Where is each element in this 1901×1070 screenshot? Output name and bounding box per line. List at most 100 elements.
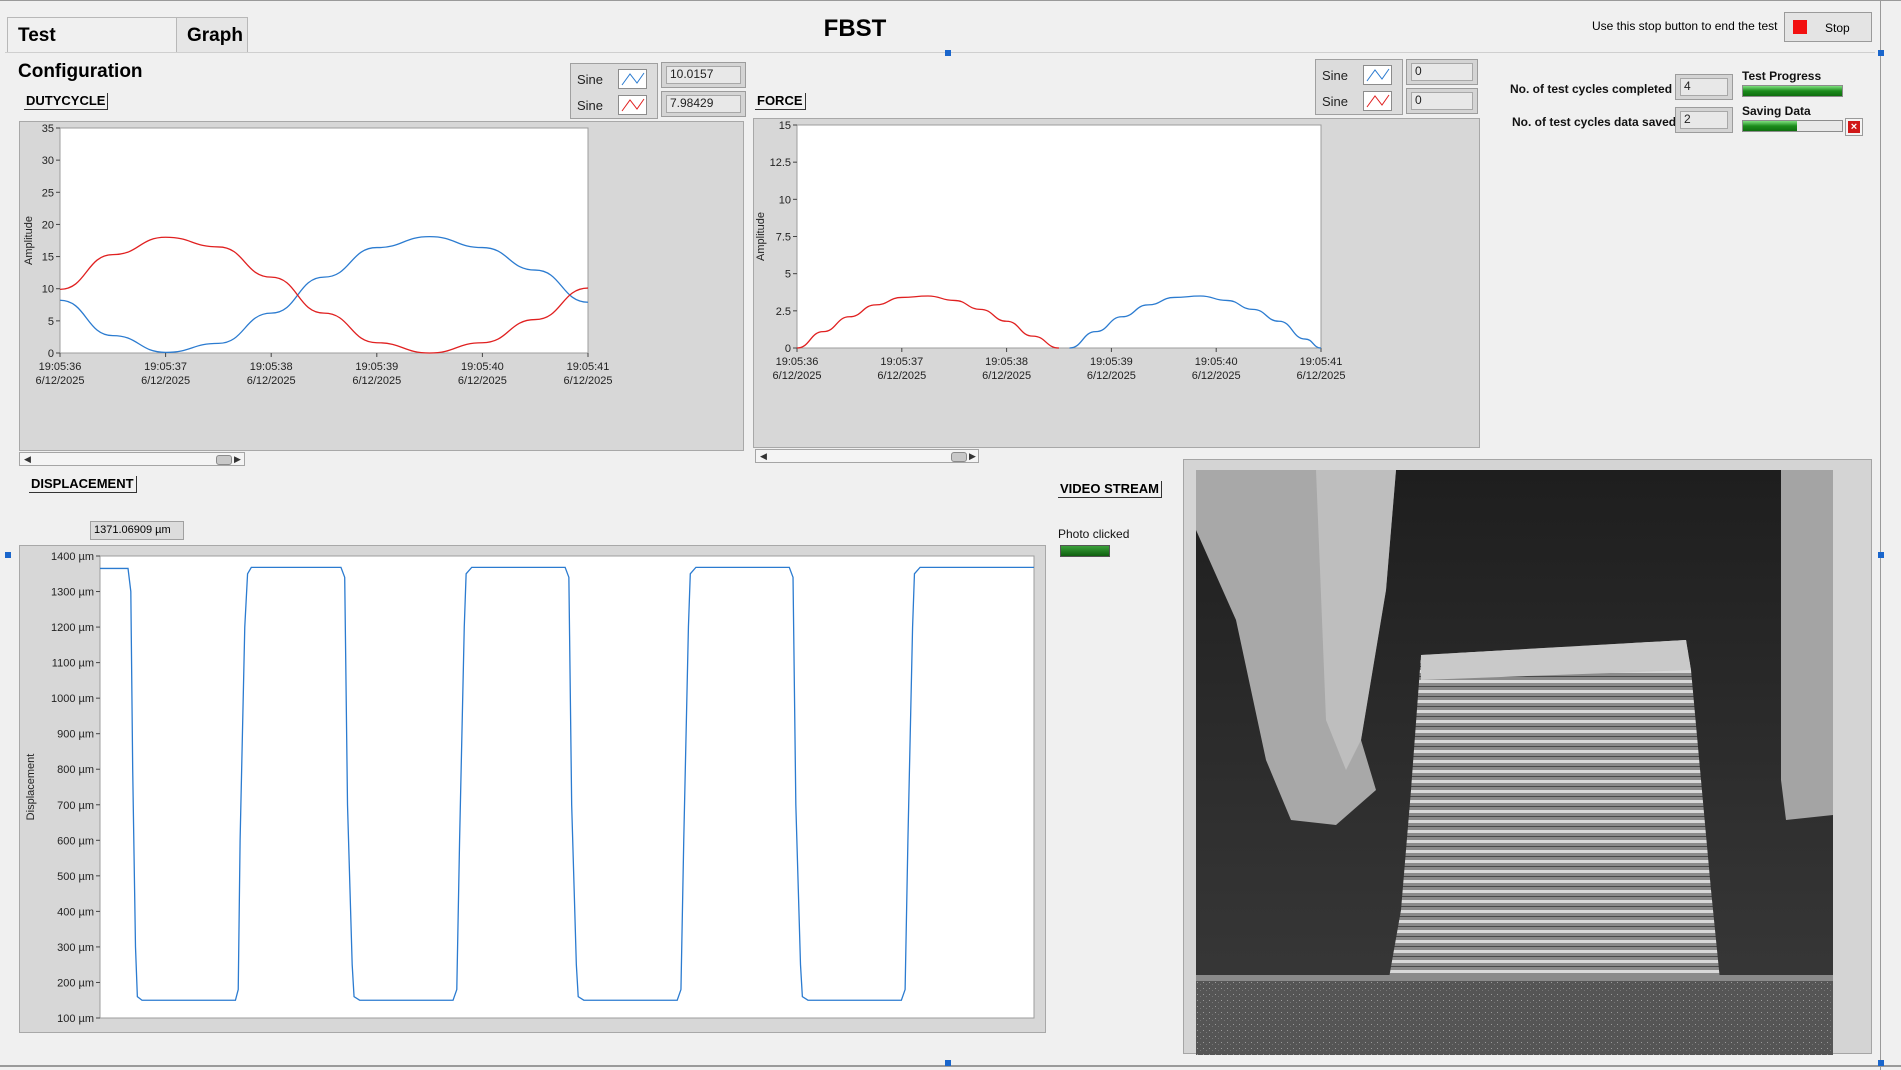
displacement-cursor-value: 1371.06909 µm	[90, 521, 184, 540]
x-tick-date: 6/12/2025	[877, 370, 926, 382]
force-label: FORCE	[755, 93, 806, 110]
legend-blue-swatch	[1363, 65, 1392, 85]
x-tick-date: 6/12/2025	[141, 375, 190, 387]
x-tick-time: 19:05:39	[355, 361, 398, 373]
scroll-thumb[interactable]	[951, 452, 967, 462]
cycles-saved-value: 2	[1680, 111, 1728, 129]
y-tick-label: 1000 µm	[51, 693, 94, 705]
selection-handle	[1878, 50, 1884, 56]
series-line-0	[796, 295, 1060, 349]
scroll-left-icon[interactable]: ◀	[760, 451, 767, 461]
saving-data-fill	[1743, 121, 1798, 131]
dutycycle-label: DUTYCYCLE	[24, 93, 109, 110]
cycles-saved-label: No. of test cycles data saved	[1512, 115, 1677, 129]
y-tick-label: 20	[42, 219, 54, 231]
scroll-thumb[interactable]	[216, 455, 232, 465]
y-tick-label: 100 µm	[57, 1013, 94, 1025]
y-tick-label: 2.5	[776, 306, 791, 318]
x-tick-time: 19:05:39	[1090, 356, 1133, 368]
x-tick-date: 6/12/2025	[1297, 370, 1346, 382]
y-tick-label: 5	[48, 316, 54, 328]
series-line-1	[1069, 295, 1322, 349]
video-stream-label: VIDEO STREAM	[1058, 481, 1162, 498]
x-tick-time: 19:05:37	[880, 356, 923, 368]
dutycycle-legend[interactable]: Sine Sine	[570, 63, 658, 119]
y-axis-label: Amplitude	[755, 212, 767, 261]
value-text: 7.98429	[666, 95, 741, 113]
y-tick-label: 1200 µm	[51, 622, 94, 634]
y-tick-label: 0	[48, 348, 54, 360]
saving-error-button[interactable]: ×	[1845, 118, 1863, 136]
right-border	[1880, 0, 1881, 1070]
video-image	[1196, 470, 1833, 1055]
selection-handle	[5, 552, 11, 558]
x-tick-date: 6/12/2025	[352, 375, 401, 387]
legend-series-name: Sine	[577, 72, 604, 87]
stop-button-label: Stop	[1825, 21, 1850, 35]
x-tick-time: 19:05:38	[250, 361, 293, 373]
x-tick-time: 19:05:37	[144, 361, 187, 373]
tab-test-configuration[interactable]: Test Configuration	[7, 17, 177, 82]
y-axis-label: Displacement	[25, 754, 37, 821]
series-line-0	[59, 235, 589, 354]
y-tick-label: 35	[42, 123, 54, 135]
page-title: FBST	[823, 15, 887, 42]
series-line-0	[100, 566, 1034, 1001]
y-tick-label: 7.5	[776, 232, 791, 244]
test-progress-bar	[1742, 85, 1843, 97]
scroll-right-icon[interactable]: ▶	[234, 454, 241, 464]
y-tick-label: 800 µm	[57, 764, 94, 776]
legend-series-name: Sine	[1322, 68, 1349, 83]
x-tick-date: 6/12/2025	[773, 370, 822, 382]
y-tick-label: 10	[42, 284, 54, 296]
dutycycle-value-1: 10.0157	[661, 62, 746, 88]
value-text: 0	[1411, 92, 1473, 110]
legend-red-swatch	[1363, 91, 1392, 111]
x-tick-time: 19:05:40	[461, 361, 504, 373]
y-tick-label: 5	[785, 269, 791, 281]
legend-red-swatch	[618, 95, 647, 115]
bottom-border	[0, 1065, 1901, 1067]
force-graph[interactable]: 0 2.5 5 7.5 10 12.5 15 Amplitude 19:05:36 6/12/20…	[753, 118, 1480, 448]
selection-handle	[1878, 552, 1884, 558]
stop-button[interactable]: Stop	[1784, 12, 1872, 42]
top-border	[0, 0, 1901, 1]
force-value-1: 0	[1406, 59, 1478, 85]
right-jaw	[1781, 470, 1833, 820]
x-tick-date: 6/12/2025	[247, 375, 296, 387]
y-tick-label: 700 µm	[57, 800, 94, 812]
force-legend[interactable]: Sine Sine	[1315, 59, 1403, 115]
y-tick-label: 1300 µm	[51, 587, 94, 599]
photo-clicked-led	[1060, 545, 1110, 557]
x-tick-date: 6/12/2025	[982, 370, 1031, 382]
displacement-graph[interactable]: 100 µm 200 µm 300 µm 400 µm 500 µm 600 µm 700 …	[19, 545, 1046, 1033]
x-tick-time: 19:05:41	[1300, 356, 1343, 368]
dutycycle-scrollbar[interactable]: ◀ ▶	[19, 452, 245, 466]
dutycycle-graph[interactable]: 0 5 10 15 20 25 30 35 Amplitude 19:05:36 6/12/2025…	[19, 121, 744, 451]
stop-icon	[1793, 20, 1807, 34]
tab-graph[interactable]: Graph	[176, 17, 248, 53]
plot-area	[99, 555, 1035, 1019]
x-tick-time: 19:05:41	[567, 361, 610, 373]
scroll-left-icon[interactable]: ◀	[24, 454, 31, 464]
force-value-2: 0	[1406, 88, 1478, 114]
y-tick-label: 30	[42, 155, 54, 167]
y-tick-label: 300 µm	[57, 942, 94, 954]
force-scrollbar[interactable]: ◀ ▶	[755, 449, 979, 463]
x-tick-date: 6/12/2025	[1192, 370, 1241, 382]
x-tick-time: 19:05:36	[39, 361, 82, 373]
legend-blue-swatch	[618, 69, 647, 89]
y-tick-label: 900 µm	[57, 729, 94, 741]
photo-clicked-label: Photo clicked	[1058, 527, 1130, 541]
force-chart: 0 2.5 5 7.5 10 12.5 15 Amplitude 19:05:36 6/12/20…	[755, 120, 1346, 382]
dutycycle-value-2: 7.98429	[661, 91, 746, 117]
x-tick-date: 6/12/2025	[458, 375, 507, 387]
scroll-right-icon[interactable]: ▶	[969, 451, 976, 461]
x-tick-date: 6/12/2025	[36, 375, 85, 387]
tab-divider	[5, 52, 1875, 53]
y-tick-label: 15	[779, 120, 791, 132]
y-tick-label: 12.5	[770, 157, 791, 169]
y-tick-label: 10	[779, 194, 791, 206]
plot-area	[59, 127, 589, 354]
